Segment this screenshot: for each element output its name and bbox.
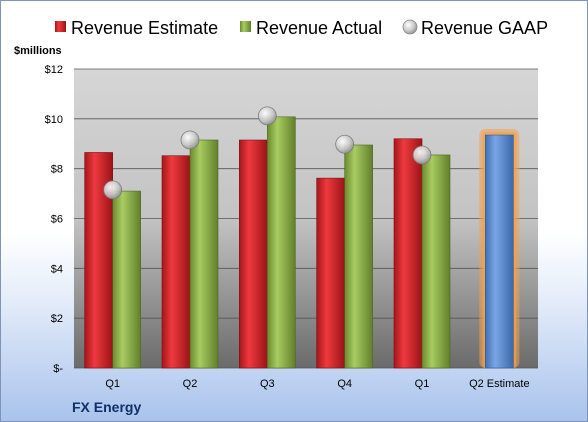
- x-tick-label: Q1: [105, 378, 120, 390]
- y-unit-label: $millions: [14, 45, 62, 57]
- bar-revenue-actual: [344, 144, 373, 369]
- bar-revenue-estimate-highlight: [485, 134, 514, 369]
- x-tick-label: Q2: [183, 378, 198, 390]
- x-tick-label: Q1: [415, 378, 430, 390]
- gaap-markers: [103, 106, 432, 200]
- y-tick-label: $8: [51, 164, 63, 176]
- y-tick-label: $6: [51, 214, 63, 226]
- legend-swatch-actual: [240, 21, 251, 32]
- y-tick-label: $4: [51, 263, 63, 275]
- legend-swatch-estimate: [55, 21, 66, 32]
- y-axis-ticks: $- $2 $4 $6 $8 $10 $12: [45, 64, 64, 375]
- bar-revenue-estimate: [316, 177, 345, 369]
- y-tick-label: $2: [51, 313, 63, 325]
- y-tick-label: $-: [53, 363, 63, 375]
- legend-label-actual: Revenue Actual: [256, 18, 382, 38]
- x-tick-label: Q4: [337, 378, 352, 390]
- gridlines: [74, 68, 538, 369]
- y-tick-label: $12: [45, 64, 63, 76]
- bar-revenue-estimate: [239, 139, 268, 369]
- bars: [84, 116, 514, 369]
- bar-revenue-actual: [421, 154, 451, 369]
- marker-revenue-gaap: [257, 106, 277, 126]
- marker-revenue-gaap: [180, 130, 200, 150]
- x-tick-label: Q3: [260, 378, 275, 390]
- marker-revenue-gaap: [412, 145, 432, 165]
- y-tick-label: $10: [45, 114, 63, 126]
- bar-revenue-actual: [189, 139, 219, 369]
- x-tick-label: Q2 Estimate: [469, 378, 530, 390]
- company-name: FX Energy: [72, 399, 141, 415]
- bar-revenue-actual: [267, 116, 296, 369]
- marker-revenue-gaap: [103, 180, 123, 200]
- legend: Revenue Estimate Revenue Actual Revenue …: [55, 18, 548, 38]
- marker-revenue-gaap: [335, 134, 355, 154]
- x-axis-ticks: Q1 Q2 Q3 Q4 Q1 Q2 Estimate: [105, 378, 529, 390]
- legend-marker-gaap: [402, 19, 418, 35]
- bar-revenue-actual: [112, 190, 141, 369]
- legend-label-estimate: Revenue Estimate: [71, 18, 218, 38]
- legend-label-gaap: Revenue GAAP: [421, 18, 548, 38]
- bar-revenue-estimate: [161, 155, 191, 369]
- bar-revenue-estimate: [393, 138, 423, 369]
